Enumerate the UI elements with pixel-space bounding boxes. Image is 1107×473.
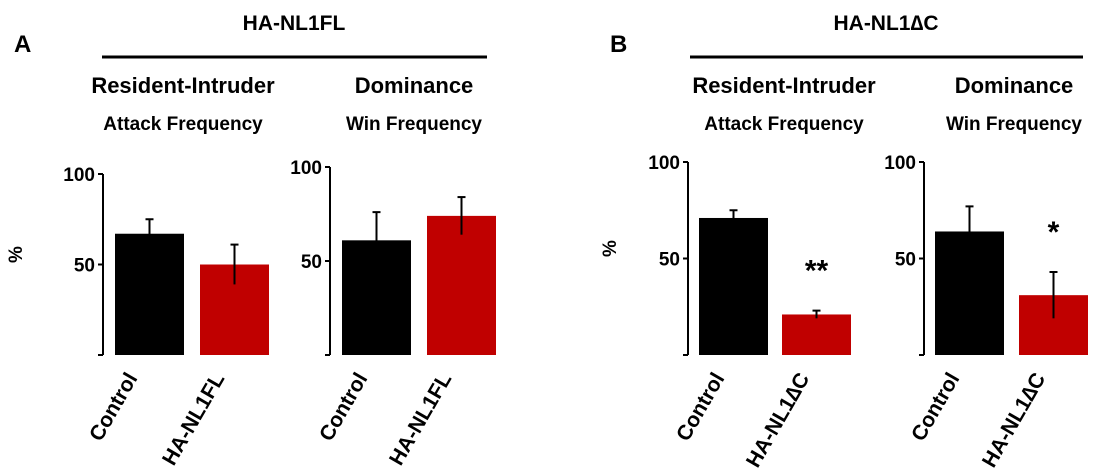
chart-b2: 50 100 Control * HA-NL1∆C xyxy=(884,153,1088,471)
x-tick-label: Control xyxy=(315,369,372,445)
chart-a2-metric-title: Win Frequency xyxy=(346,114,482,135)
chart-a2-assay-title: Dominance xyxy=(355,73,474,98)
x-tick-label: HA-NL1∆C xyxy=(978,369,1050,471)
y-tick-label: 50 xyxy=(301,252,322,273)
x-tick-label: Control xyxy=(672,369,729,445)
chart-a2: 50 100 Control HA-NL1FL xyxy=(290,158,496,469)
bar-treatment xyxy=(427,215,496,355)
y-tick-label: 100 xyxy=(63,165,95,186)
chart-a1: 50 100% Control HA-NL1FL xyxy=(6,165,269,469)
x-tick-label: Control xyxy=(85,369,142,445)
construct-title-a: HA-NL1FL xyxy=(243,12,346,35)
chart-b2-assay-title: Dominance xyxy=(955,73,1074,98)
chart-b1-metric-title: Attack Frequency xyxy=(704,114,864,135)
construct-title-b: HA-NL1∆C xyxy=(833,12,938,35)
panel-letter-b: B xyxy=(610,31,627,58)
bar-control xyxy=(115,233,184,355)
y-axis-label: % xyxy=(6,246,27,263)
significance-marker: * xyxy=(1048,216,1060,249)
y-tick-label: 50 xyxy=(659,250,680,271)
y-tick-label: 100 xyxy=(884,153,916,174)
y-axis-label: % xyxy=(600,240,621,257)
chart-b1: 50 100% Control ** HA-NL1∆C xyxy=(600,153,851,471)
chart-b1-assay-title: Resident-Intruder xyxy=(692,73,876,98)
x-tick-label: Control xyxy=(907,369,964,445)
bar-treatment xyxy=(782,314,851,355)
y-tick-label: 50 xyxy=(895,250,916,271)
bar-control xyxy=(699,217,768,355)
chart-b2-metric-title: Win Frequency xyxy=(946,114,1082,135)
y-tick-label: 100 xyxy=(290,158,322,179)
chart-a1-metric-title: Attack Frequency xyxy=(103,114,263,135)
significance-marker: ** xyxy=(805,255,829,288)
x-tick-label: HA-NL1FL xyxy=(158,369,229,470)
chart-a1-assay-title: Resident-Intruder xyxy=(91,73,275,98)
y-tick-label: 100 xyxy=(648,153,680,174)
x-tick-label: HA-NL1∆C xyxy=(742,369,814,471)
x-tick-label: HA-NL1FL xyxy=(385,369,456,470)
y-tick-label: 50 xyxy=(74,256,95,277)
panel-letter-a: A xyxy=(14,31,31,58)
